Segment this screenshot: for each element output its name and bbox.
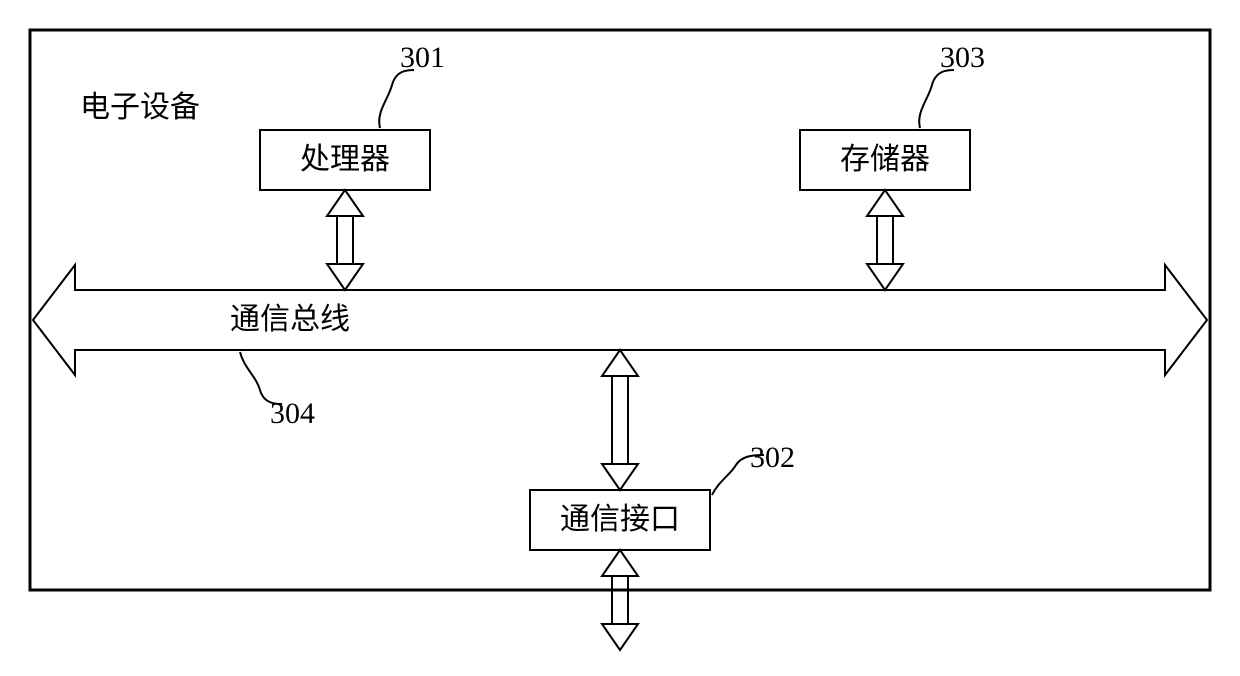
comm-interface-ref: 302: [750, 441, 795, 474]
bus-comm-connector: [602, 350, 638, 490]
comm-interface-label: 通信接口: [560, 503, 680, 536]
processor-bus-connector: [327, 190, 363, 290]
block-diagram: 电子设备 处理器 301 存储器 303 通信总线 304 通信接口 302: [0, 0, 1240, 676]
memory-label: 存储器: [840, 143, 930, 176]
bus-ref: 304: [270, 397, 315, 430]
memory-bus-connector: [867, 190, 903, 290]
processor-label: 处理器: [300, 143, 390, 176]
memory-ref: 303: [940, 41, 985, 74]
processor-leader: [379, 70, 414, 128]
bus-label: 通信总线: [230, 303, 350, 336]
comm-external-connector: [602, 550, 638, 650]
processor-ref: 301: [400, 41, 445, 74]
memory-leader: [919, 70, 954, 128]
container-label: 电子设备: [80, 91, 200, 124]
